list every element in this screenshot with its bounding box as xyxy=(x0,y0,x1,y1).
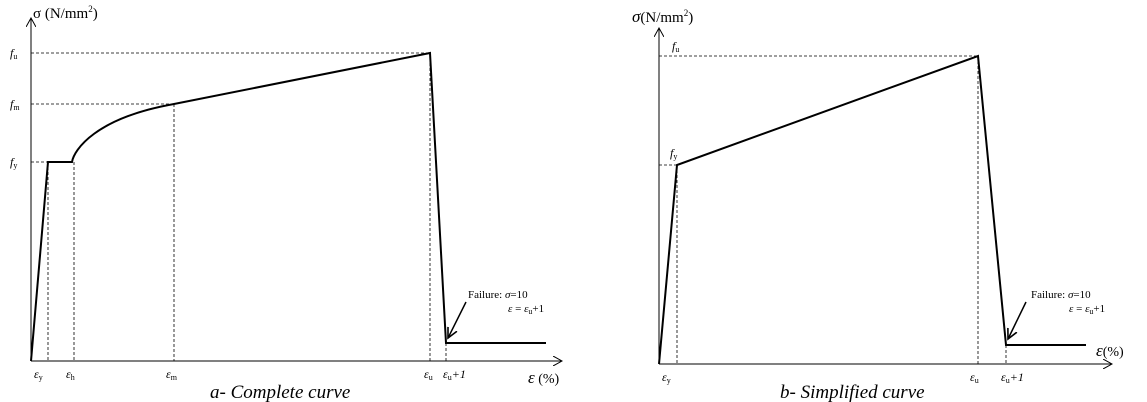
right-tick-fy: fy xyxy=(670,146,677,161)
left-tick-fy: fy xyxy=(10,155,17,170)
left-tick-fu: fu xyxy=(10,46,17,61)
left-tick-eu: εu xyxy=(424,367,433,382)
left-stress-strain-curve xyxy=(30,51,546,362)
right-y-axis-label: σ(N/mm2) xyxy=(632,7,693,26)
right-tick-fu: fu xyxy=(672,39,679,54)
left-failure-arrow xyxy=(448,301,467,338)
left-x-axis-label: ε (%) xyxy=(528,368,560,387)
left-tick-eh: εh xyxy=(66,367,75,382)
left-failure-line-2: ε = εu+1 xyxy=(508,303,544,316)
right-failure-arrow xyxy=(1008,301,1027,339)
right-failure-line-2: ε = εu+1 xyxy=(1069,303,1105,316)
left-tick-fm: fm xyxy=(10,97,20,112)
right-x-axis-label: ε(%) xyxy=(1096,341,1124,360)
right-tick-eu-plus-1: εu+1 xyxy=(1001,370,1024,385)
right-stress-strain-curve xyxy=(658,54,1086,365)
left-caption: a- Complete curve xyxy=(210,382,350,402)
left-failure-line-1: Failure: σ=10 xyxy=(468,289,528,301)
left-tick-ey: εy xyxy=(34,367,43,382)
left-tick-em: εm xyxy=(166,367,178,382)
right-failure-line-1: Failure: σ=10 xyxy=(1031,289,1091,301)
left-y-axis-label: σ (N/mm2) xyxy=(33,4,98,22)
simplified-curve-diagram: σ(N/mm2) fu fy εy εu εu+1 ε(%) Failure: … xyxy=(632,7,1124,402)
right-caption: b- Simplified curve xyxy=(780,382,925,402)
left-guide-lines xyxy=(31,52,447,361)
right-tick-ey: εy xyxy=(662,370,671,385)
complete-curve-diagram: σ (N/mm2) fu fm fy εy εh εm εu εu+1 ε (%… xyxy=(10,4,562,402)
right-guide-lines xyxy=(659,55,1007,364)
left-tick-eu-plus-1: εu+1 xyxy=(443,367,466,382)
right-tick-eu: εu xyxy=(970,370,979,385)
